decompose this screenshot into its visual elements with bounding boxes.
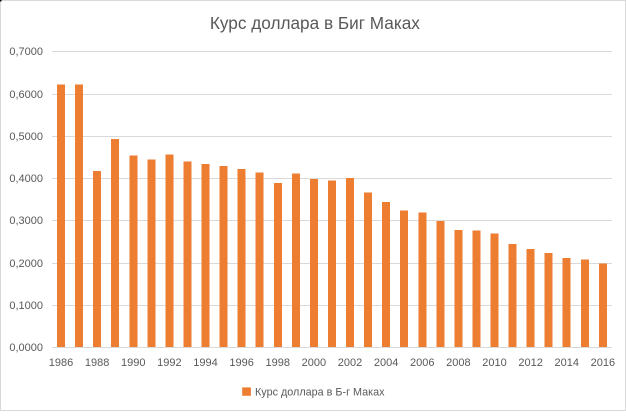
svg-text:2006: 2006 [410,357,434,369]
svg-text:Курс доллара в Б-г Маках: Курс доллара в Б-г Маках [255,387,385,399]
svg-text:1996: 1996 [229,357,253,369]
svg-text:0,4000: 0,4000 [9,173,43,185]
svg-text:2012: 2012 [518,357,542,369]
svg-text:Курс доллара в Биг Маках: Курс доллара в Биг Маках [210,13,420,33]
svg-text:1988: 1988 [85,357,109,369]
svg-text:2016: 2016 [591,357,615,369]
svg-text:1990: 1990 [121,357,145,369]
svg-text:1994: 1994 [193,357,217,369]
svg-text:1986: 1986 [49,357,73,369]
svg-text:0,3000: 0,3000 [9,215,43,227]
svg-text:1992: 1992 [157,357,181,369]
svg-text:2002: 2002 [338,357,362,369]
svg-text:0,2000: 0,2000 [9,258,43,270]
svg-text:2008: 2008 [446,357,470,369]
svg-text:2010: 2010 [482,357,506,369]
svg-text:2004: 2004 [374,357,398,369]
svg-text:0,7000: 0,7000 [9,46,43,58]
svg-text:2000: 2000 [302,357,326,369]
svg-text:0,5000: 0,5000 [9,131,43,143]
svg-text:1998: 1998 [266,357,290,369]
svg-text:2014: 2014 [554,357,578,369]
svg-text:0,1000: 0,1000 [9,300,43,312]
svg-text:0,6000: 0,6000 [9,89,43,101]
svg-text:0,0000: 0,0000 [9,342,43,354]
